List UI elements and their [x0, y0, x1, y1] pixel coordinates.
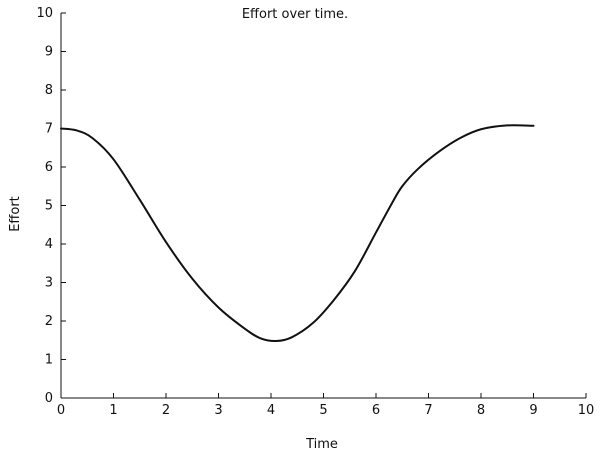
y-tick-label: 9 [45, 45, 53, 60]
y-tick-label: 1 [45, 353, 53, 368]
x-tick-label: 3 [214, 403, 222, 418]
y-tick-label: 7 [45, 122, 53, 137]
chart-title: Effort over time. [242, 7, 348, 22]
y-tick-label: 5 [45, 199, 53, 214]
x-tick-label: 10 [578, 403, 595, 418]
series-line-0 [60, 124, 535, 343]
x-tick-label: 2 [162, 403, 170, 418]
x-tick-label: 1 [109, 403, 117, 418]
y-tick-label: 2 [45, 314, 53, 329]
x-tick-label: 8 [477, 403, 485, 418]
x-tick-label: 7 [424, 403, 432, 418]
x-tick-label: 0 [57, 403, 65, 418]
y-tick-label: 10 [36, 6, 53, 21]
y-tick-label: 4 [45, 237, 53, 252]
y-tick-label: 0 [45, 391, 53, 406]
y-tick-label: 3 [45, 276, 53, 291]
x-tick-label: 9 [529, 403, 537, 418]
x-axis-ticks: 0 1 2 3 4 5 6 7 8 9 10 [57, 393, 594, 418]
x-tick-label: 6 [372, 403, 380, 418]
series-group [60, 124, 535, 343]
x-axis-label: Time [305, 437, 338, 452]
x-tick-label: 5 [319, 403, 327, 418]
y-tick-label: 6 [45, 160, 53, 175]
y-axis-ticks: 0 1 2 3 4 5 6 7 8 9 10 [36, 6, 66, 406]
y-axis-label: Effort [8, 196, 23, 232]
y-tick-label: 8 [45, 83, 53, 98]
x-tick-label: 4 [267, 403, 275, 418]
